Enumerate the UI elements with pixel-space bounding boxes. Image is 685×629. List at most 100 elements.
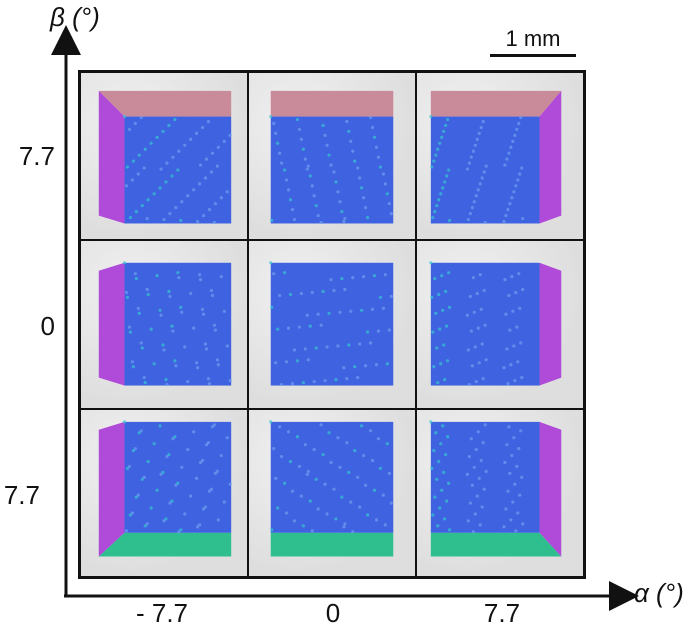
texture-speckle [215,469,219,473]
texture-speckle [502,219,506,224]
cube-left-face [98,421,125,557]
texture-speckle [468,501,472,505]
texture-speckle [284,178,289,182]
texture-speckle [305,313,309,318]
texture-speckle [173,359,177,363]
texture-speckle [145,288,149,292]
texture-speckle [125,296,130,300]
texture-speckle [143,381,147,385]
texture-speckle [362,275,366,279]
texture-speckle [520,376,524,380]
texture-speckle [152,441,156,445]
texture-speckle [517,121,521,126]
texture-speckle [443,180,447,184]
texture-speckle [362,196,366,200]
texture-speckle [351,529,355,534]
texture-speckle [471,276,475,280]
texture-speckle [136,493,140,497]
texture-speckle [177,276,181,280]
texture-speckle [225,435,229,439]
texture-speckle [139,341,143,345]
texture-speckle [365,330,370,334]
texture-speckle [447,481,451,485]
texture-speckle [212,323,216,328]
texture-speckle [364,364,368,368]
texture-speckle [477,361,481,365]
texture-speckle [383,522,387,527]
texture-speckle [325,345,329,349]
texture-speckle [385,192,389,196]
y-tick-label: 0 [40,311,55,341]
texture-speckle [358,176,362,180]
texture-speckle [165,161,169,165]
texture-speckle [306,358,310,362]
texture-speckle [288,293,293,297]
texture-speckle [180,465,184,469]
texture-speckle [508,471,512,475]
scale-bar: 1 mm [490,26,576,57]
texture-speckle [290,208,295,212]
texture-speckle [198,163,203,167]
texture-speckle [345,440,349,444]
texture-speckle [201,213,206,218]
texture-speckle [203,176,208,180]
texture-speckle [470,483,474,487]
texture-speckle [430,296,434,300]
cube-render [269,90,394,225]
texture-speckle [385,362,389,366]
cube-right-face [539,263,562,386]
texture-speckle [439,192,443,196]
texture-speckle [270,306,274,310]
texture-speckle [301,523,305,528]
texture-speckle [128,330,132,334]
texture-speckle [509,517,513,522]
texture-speckle [288,198,293,202]
texture-speckle [140,204,144,208]
cube-right-face [539,421,562,557]
texture-speckle [142,475,146,479]
cube-alpha-0-beta-neg7.7 [248,408,416,577]
texture-speckle [189,137,193,141]
texture-speckle [210,424,214,429]
texture-speckle [323,379,327,383]
cube-alpha-7.7-beta-neg7.7 [416,408,584,577]
cube-bottom-face [98,532,232,557]
texture-speckle [437,459,441,463]
texture-speckle [215,358,219,362]
texture-speckle [149,141,153,145]
texture-speckle [506,382,510,386]
texture-speckle [376,155,381,159]
texture-speckle [325,512,329,516]
texture-speckle [389,212,393,216]
texture-speckle [216,145,220,149]
texture-speckle [503,460,507,464]
texture-speckle [383,182,387,186]
texture-speckle [504,213,508,218]
texture-speckle [442,470,446,474]
texture-speckle [342,524,346,529]
texture-speckle [203,505,208,509]
texture-speckle [286,188,291,192]
texture-speckle [201,507,206,511]
texture-speckle [515,127,519,132]
texture-speckle [207,489,212,493]
texture-speckle [431,215,435,220]
texture-speckle [301,147,305,151]
texture-speckle [145,216,149,221]
texture-speckle [195,361,199,365]
texture-speckle [219,275,223,279]
texture-speckle [440,274,444,278]
texture-speckle [436,381,440,385]
texture-speckle [314,204,318,208]
texture-speckle [473,143,477,147]
texture-speckle [312,380,316,384]
texture-speckle [336,344,340,348]
texture-speckle [517,446,521,450]
texture-speckle [269,419,273,424]
texture-speckle [295,359,299,363]
texture-speckle [183,143,187,147]
texture-speckle [130,511,134,515]
texture-speckle [447,168,451,172]
cube-alpha-neg7.7-beta-0 [80,240,248,409]
texture-speckle [474,380,478,384]
